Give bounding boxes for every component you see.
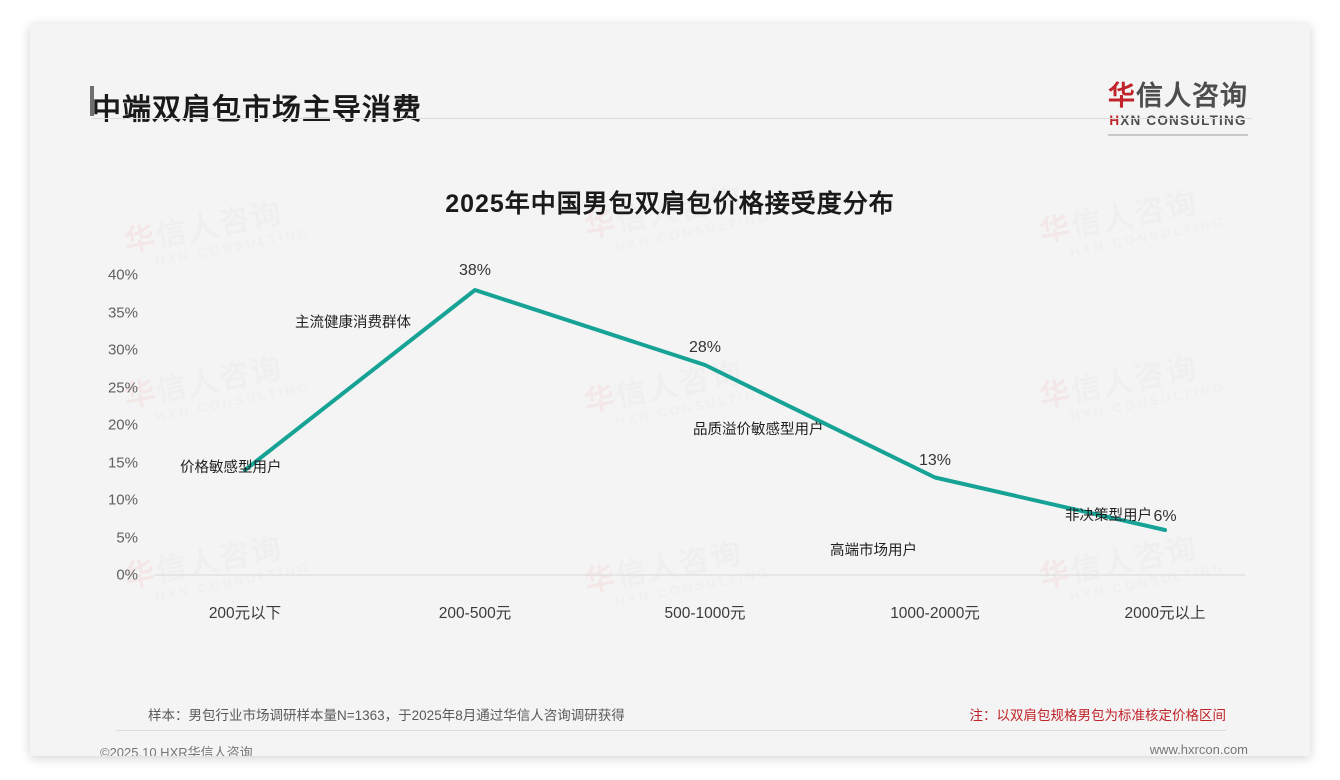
series-annotation-label: 价格敏感型用户: [180, 460, 282, 476]
series-annotation-label: 高端市场用户: [830, 543, 917, 559]
series-annotation-label: 主流健康消费群体: [295, 315, 411, 331]
page-title: 中端双肩包市场主导消费: [92, 94, 423, 126]
chart-title: 2025年中国男包双肩包价格接受度分布: [445, 190, 895, 218]
x-axis-tick-label: 1000-2000元: [890, 605, 980, 622]
data-point-value-label: 38%: [458, 262, 492, 279]
data-series-line: [243, 288, 1167, 532]
data-point-value-label: 13%: [918, 451, 952, 469]
data-point-value-label: 28%: [688, 339, 722, 356]
slide-header: 中端双肩包市场主导消费 华信人咨询 HXN CONSULTING: [30, 24, 1310, 137]
header-divider: [92, 118, 1252, 119]
y-axis-tick-label: 15%: [107, 454, 138, 471]
y-axis-tick-label: 10%: [107, 491, 138, 509]
y-axis-tick-label: 5%: [116, 529, 138, 546]
logo-en-gray: XN CONSULTING: [1120, 113, 1247, 129]
slide-canvas: 华信人咨询 HXN CONSULTING 华信人咨询 HXN CONSULTIN…: [30, 24, 1310, 756]
logo-underline: [1108, 134, 1248, 137]
y-axis-tick-label: 30%: [107, 341, 138, 359]
series-annotation-label: 品质溢价敏感型用户: [693, 422, 824, 438]
y-axis-tick-label: 20%: [107, 416, 138, 434]
y-axis-tick-label: 0%: [116, 566, 138, 584]
title-accent-bar: [90, 86, 94, 116]
y-axis-tick-label: 40%: [107, 266, 138, 284]
line-chart: 0% 5% 10% 15% 20% 25% 30% 35% 40% 200元以下 200-500元 5…: [30, 24, 1310, 756]
chart-svg: [155, 288, 1245, 576]
x-axis-tick-label: 2000元以上: [1124, 605, 1206, 622]
brand-logo: 华信人咨询 HXN CONSULTING: [1108, 81, 1248, 137]
x-axis-tick-label: 200-500元: [438, 605, 512, 622]
website-text: www.hxrcon.com: [1149, 742, 1248, 756]
sample-note: 样本：男包行业市场调研样本量N=1363，于2025年8月通过华信人咨询调研获得: [148, 708, 625, 723]
x-axis-tick-label: 200元以下: [208, 605, 282, 622]
footer-divider: [116, 730, 1226, 731]
logo-cn-gray: 信人咨询: [1136, 81, 1248, 111]
data-point-value-label: 6%: [1153, 508, 1177, 525]
x-axis-tick-label: 500-1000元: [664, 605, 746, 622]
y-axis-tick-label: 25%: [107, 379, 138, 396]
logo-en-red: H: [1109, 113, 1121, 129]
copyright-text: ©2025.10 HXR华信人咨询: [100, 745, 253, 756]
series-annotation-label: 非决策型用户: [1065, 508, 1152, 524]
logo-cn-red: 华: [1108, 81, 1136, 111]
y-axis-tick-label: 35%: [107, 304, 138, 321]
red-note: 注：以双肩包规格男包为标准核定价格区间: [969, 708, 1227, 723]
